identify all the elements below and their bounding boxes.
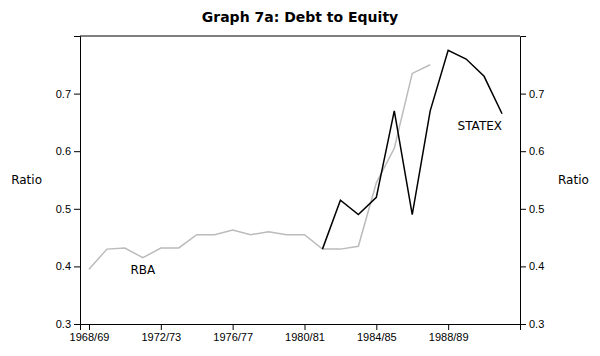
y2-tick-mark [520, 266, 526, 267]
series-line [89, 65, 430, 269]
y2-tick-label: 0.5 [529, 203, 544, 215]
y2-tick-mark [520, 209, 526, 210]
x-tick-label: 1988/89 [429, 331, 469, 343]
x-tick-mark [304, 324, 305, 330]
x-tick-mark [233, 324, 234, 330]
chart: 1968/69 1972/73 1976/77 1980/81 1984/85 1988/… [0, 0, 600, 356]
y2-axis: 0.3 0.4 0.5 0.6 0.7 [520, 37, 544, 331]
x-tick: 1968/69 [70, 324, 110, 343]
y2-tick-label: 0.4 [529, 260, 544, 272]
y2-tick-mark [520, 94, 526, 95]
series-label: STATEX [458, 119, 502, 133]
plot: 1968/69 1972/73 1976/77 1980/81 1984/85 1988/… [56, 36, 545, 343]
x-tick-label: 1980/81 [285, 331, 325, 343]
y2-tick-label: 0.7 [529, 88, 544, 100]
x-tick-label: 1972/73 [141, 331, 181, 343]
series-labels: RBA STATEX [130, 119, 502, 277]
y2-tick-mark [520, 151, 526, 152]
x-tick-mark [448, 324, 449, 330]
x-tick-label: 1968/69 [70, 331, 110, 343]
x-tick: 1988/89 [429, 324, 469, 343]
x-tick: 1972/73 [141, 324, 181, 343]
y-tick-mark [74, 209, 80, 210]
title: Graph 7a: Debt to Equity [202, 9, 398, 25]
series-label: RBA [130, 263, 156, 277]
y2-axis-line [521, 37, 527, 325]
x-tick-label: 1984/85 [357, 331, 397, 343]
y-tick: 0.3 [56, 318, 80, 330]
x-tick: 1980/81 [285, 324, 325, 343]
y2-axis-label: Ratio [558, 173, 589, 187]
y-tick-label: 0.3 [56, 318, 71, 330]
y-axis: 0.3 0.4 0.5 0.6 0.7 [56, 37, 81, 331]
x-axis-line [81, 325, 521, 331]
x-tick-label: 1976/77 [213, 331, 253, 343]
y-tick-label: 0.4 [56, 260, 71, 272]
y-tick: 0.5 [56, 203, 80, 215]
x-tick-mark [376, 324, 377, 330]
y2-tick-mark [520, 324, 526, 325]
y-tick-mark [74, 324, 80, 325]
y2-tick: 0.5 [520, 203, 544, 215]
y-tick: 0.7 [56, 88, 80, 100]
y2-tick: 0.4 [520, 260, 544, 272]
y-axis-line [74, 37, 81, 325]
y-tick: 0.6 [56, 145, 80, 157]
y-axis-label: Ratio [11, 173, 42, 187]
x-tick-mark [161, 324, 162, 330]
series-group [89, 50, 502, 269]
y2-tick-label: 0.6 [529, 145, 544, 157]
y2-tick: 0.3 [520, 318, 544, 330]
x-axis: 1968/69 1972/73 1976/77 1980/81 1984/85 1988/… [70, 324, 521, 343]
y-tick-label: 0.7 [56, 88, 71, 100]
x-tick-mark [89, 324, 90, 330]
y2-tick-label: 0.3 [529, 318, 544, 330]
y-tick-mark [74, 94, 80, 95]
y-tick: 0.4 [56, 260, 80, 272]
y-tick-mark [74, 151, 80, 152]
y-tick-label: 0.6 [56, 145, 71, 157]
y-tick-label: 0.5 [56, 203, 71, 215]
frame-top [80, 36, 520, 37]
y2-tick: 0.6 [520, 145, 544, 157]
y-tick-mark [74, 266, 80, 267]
x-tick: 1976/77 [213, 324, 253, 343]
x-tick: 1984/85 [357, 324, 397, 343]
y2-tick: 0.7 [520, 88, 544, 100]
series-line [322, 50, 502, 249]
